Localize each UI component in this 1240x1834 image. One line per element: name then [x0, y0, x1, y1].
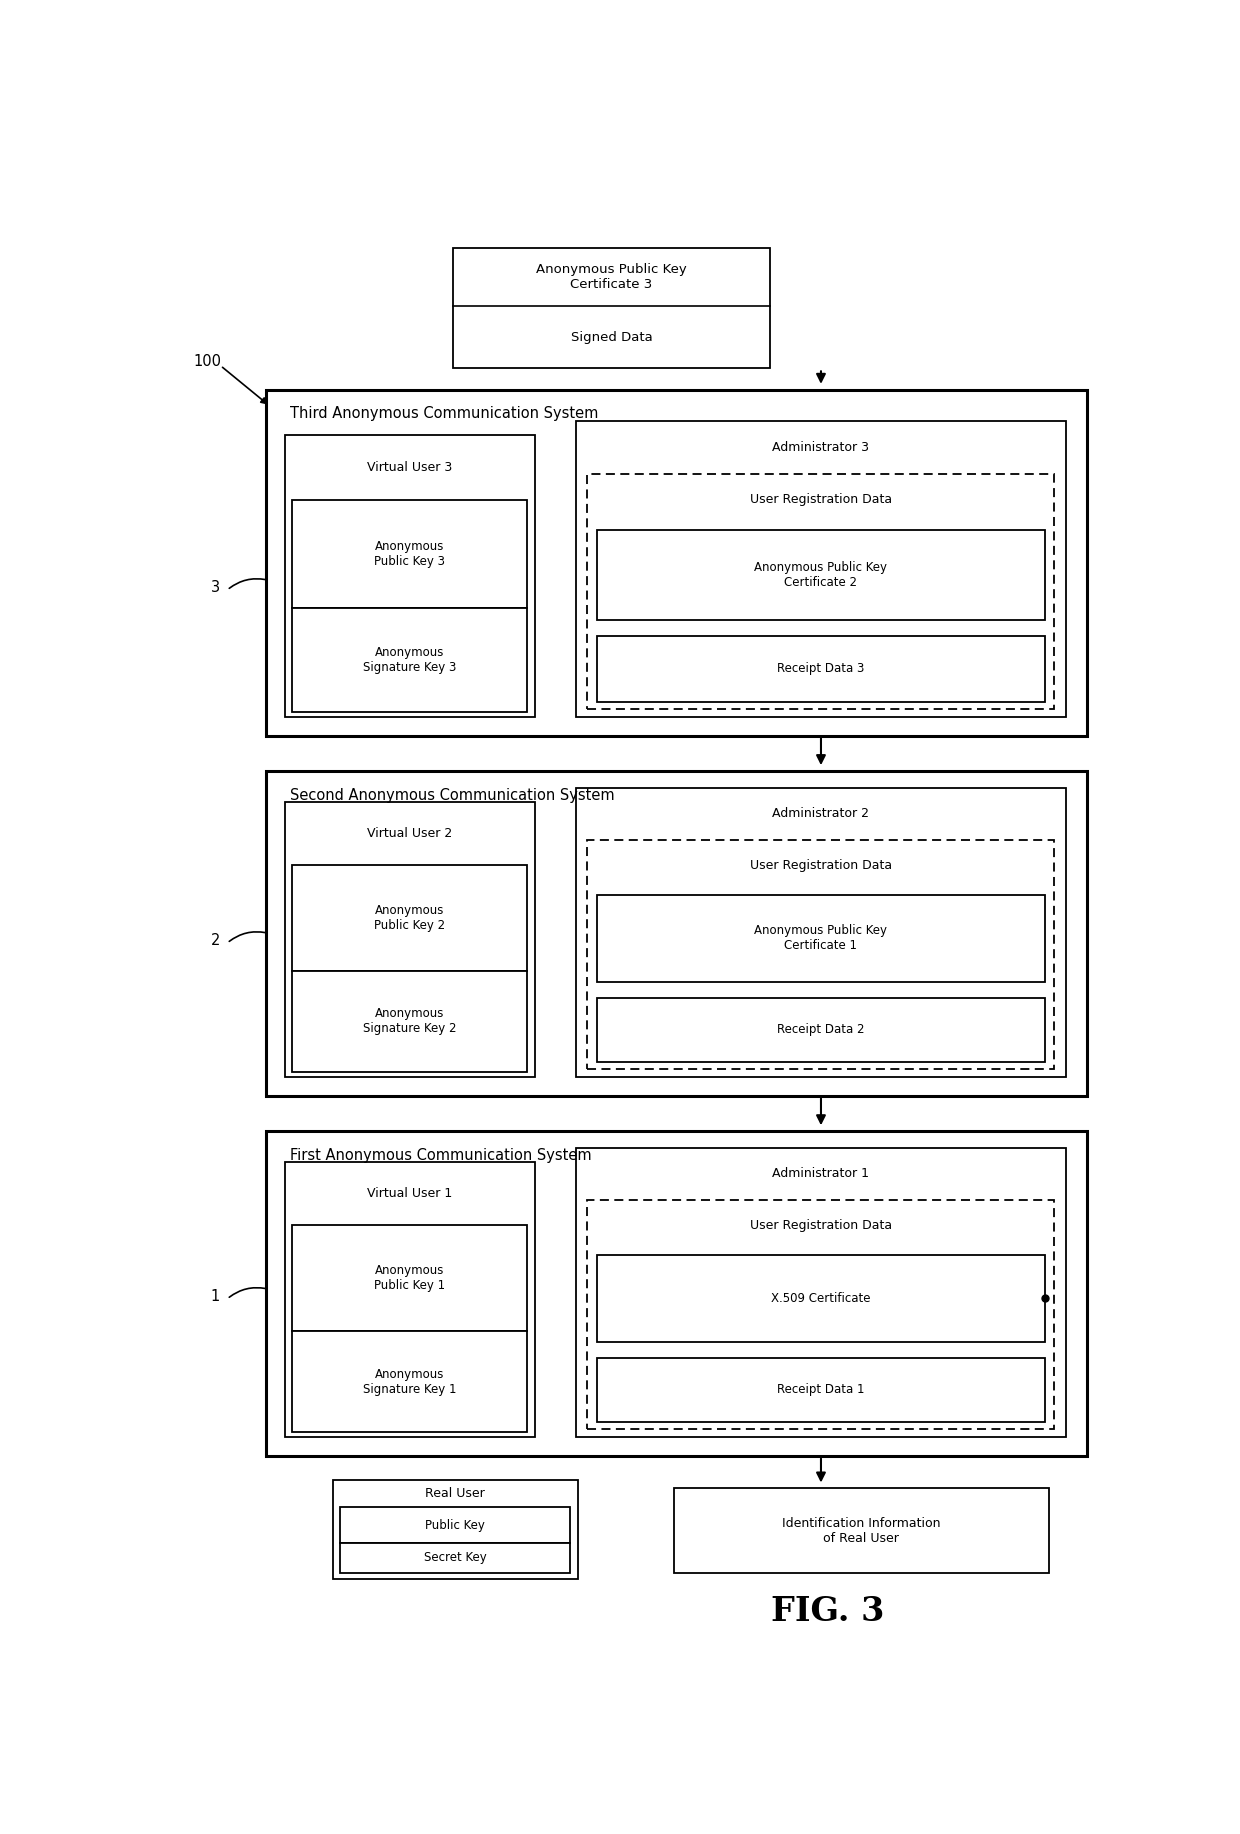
FancyBboxPatch shape [575, 420, 1066, 717]
FancyBboxPatch shape [575, 789, 1066, 1077]
Text: Administrator 1: Administrator 1 [773, 1168, 869, 1181]
FancyBboxPatch shape [293, 1225, 527, 1331]
Text: User Registration Data: User Registration Data [750, 1218, 892, 1232]
FancyBboxPatch shape [596, 636, 1045, 702]
Text: X.509 Certificate: X.509 Certificate [771, 1291, 870, 1306]
FancyBboxPatch shape [293, 866, 527, 972]
Text: Anonymous
Public Key 1: Anonymous Public Key 1 [374, 1264, 445, 1293]
Text: Real User: Real User [425, 1487, 485, 1500]
Text: Anonymous
Signature Key 3: Anonymous Signature Key 3 [363, 646, 456, 673]
Text: Anonymous Public Key
Certificate 2: Anonymous Public Key Certificate 2 [754, 561, 888, 589]
FancyBboxPatch shape [265, 770, 1087, 1095]
Text: Receipt Data 2: Receipt Data 2 [777, 1023, 864, 1036]
Text: 1: 1 [211, 1289, 219, 1304]
FancyBboxPatch shape [293, 609, 527, 712]
FancyBboxPatch shape [265, 1132, 1087, 1456]
Text: Anonymous
Signature Key 1: Anonymous Signature Key 1 [363, 1368, 456, 1396]
FancyBboxPatch shape [341, 1508, 570, 1542]
Text: 3: 3 [211, 580, 219, 594]
FancyBboxPatch shape [341, 1542, 570, 1574]
Text: Signed Data: Signed Data [570, 330, 652, 343]
Text: Anonymous Public Key
Certificate 1: Anonymous Public Key Certificate 1 [754, 924, 888, 952]
FancyBboxPatch shape [596, 895, 1045, 981]
Text: Public Key: Public Key [425, 1519, 485, 1531]
Text: Secret Key: Secret Key [424, 1552, 486, 1564]
Text: Anonymous
Public Key 3: Anonymous Public Key 3 [374, 539, 445, 569]
Text: 100: 100 [193, 354, 222, 369]
Text: Administrator 3: Administrator 3 [773, 440, 869, 453]
FancyBboxPatch shape [588, 473, 1054, 708]
FancyBboxPatch shape [596, 530, 1045, 620]
FancyBboxPatch shape [588, 840, 1054, 1069]
FancyBboxPatch shape [596, 1357, 1045, 1421]
FancyBboxPatch shape [596, 998, 1045, 1062]
FancyBboxPatch shape [293, 1331, 527, 1432]
FancyBboxPatch shape [675, 1487, 1049, 1574]
Text: Second Anonymous Communication System: Second Anonymous Communication System [290, 789, 614, 803]
FancyBboxPatch shape [575, 1148, 1066, 1438]
Text: Anonymous
Public Key 2: Anonymous Public Key 2 [374, 904, 445, 932]
FancyBboxPatch shape [285, 1163, 534, 1438]
Text: Identification Information
of Real User: Identification Information of Real User [782, 1517, 941, 1544]
FancyBboxPatch shape [453, 248, 770, 369]
FancyBboxPatch shape [265, 389, 1087, 735]
FancyBboxPatch shape [588, 1199, 1054, 1429]
Text: Virtual User 1: Virtual User 1 [367, 1187, 453, 1199]
FancyBboxPatch shape [332, 1480, 578, 1579]
Text: Anonymous Public Key
Certificate 3: Anonymous Public Key Certificate 3 [536, 262, 687, 292]
FancyBboxPatch shape [596, 1254, 1045, 1342]
Text: 2: 2 [211, 934, 221, 948]
Text: First Anonymous Communication System: First Anonymous Communication System [290, 1148, 591, 1163]
FancyBboxPatch shape [285, 801, 534, 1077]
Text: Third Anonymous Communication System: Third Anonymous Communication System [290, 407, 598, 422]
Text: User Registration Data: User Registration Data [750, 858, 892, 871]
FancyBboxPatch shape [293, 972, 527, 1071]
Text: Anonymous
Signature Key 2: Anonymous Signature Key 2 [363, 1007, 456, 1036]
Text: Virtual User 2: Virtual User 2 [367, 827, 453, 840]
Text: Receipt Data 1: Receipt Data 1 [777, 1383, 864, 1396]
Text: Administrator 2: Administrator 2 [773, 807, 869, 820]
Text: Virtual User 3: Virtual User 3 [367, 460, 453, 473]
Text: User Registration Data: User Registration Data [750, 493, 892, 506]
Text: FIG. 3: FIG. 3 [771, 1594, 884, 1627]
FancyBboxPatch shape [285, 435, 534, 717]
FancyBboxPatch shape [293, 499, 527, 609]
Text: Receipt Data 3: Receipt Data 3 [777, 662, 864, 675]
